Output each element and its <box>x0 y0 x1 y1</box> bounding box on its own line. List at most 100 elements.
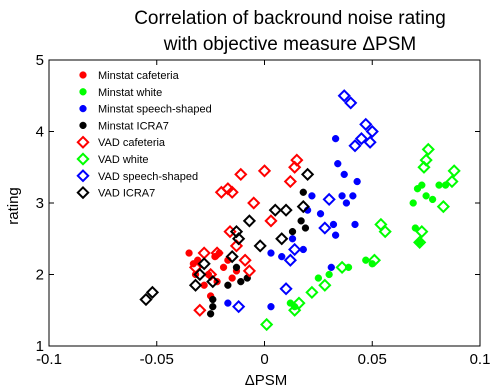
vad-cafeteria-point <box>193 303 207 317</box>
legend: Minstat cafeteria Minstat white Minstat sp… <box>76 70 212 200</box>
minstat-white-point <box>411 224 420 232</box>
minstat-cafeteria-point <box>228 274 236 282</box>
minstat-white-point <box>418 181 426 189</box>
vad-icra7-point <box>296 199 310 214</box>
vad-icra7-point <box>279 203 293 217</box>
minstat-speech-shaped-point <box>316 210 325 218</box>
vad-cafeteria-point <box>264 214 278 228</box>
vad-white-point <box>318 278 332 292</box>
vad-icra7-point <box>275 232 289 246</box>
minstat-speech-shaped-point <box>278 252 286 261</box>
legend-marker-minstat-cafeteria <box>79 71 87 79</box>
legend-label-minstat-icra7: Minstat ICRA7 <box>98 120 169 132</box>
vad-cafeteria-point <box>247 196 261 210</box>
vad-cafeteria-point <box>234 167 248 182</box>
minstat-speech-shaped-point <box>334 160 342 168</box>
vad-speech-shaped-point <box>318 221 332 235</box>
vad-white-point <box>367 253 382 267</box>
vad-white-point <box>292 296 306 310</box>
vad-white-point <box>419 153 433 167</box>
minstat-white-point <box>428 195 437 204</box>
legend-marker-minstat-speech-shaped <box>79 104 87 113</box>
vad-cafeteria-point <box>288 160 302 174</box>
minstat-icra7-point <box>206 310 215 318</box>
y-tick-label: 5 <box>36 52 44 69</box>
minstat-white-point <box>416 238 424 246</box>
x-tick-label: 0.1 <box>470 351 491 368</box>
legend-marker-vad-white <box>76 152 90 166</box>
vad-speech-shaped-point <box>354 132 369 146</box>
vad-icra7-point <box>193 267 207 282</box>
vad-speech-shaped-point <box>363 135 377 149</box>
vad-white-point <box>417 160 431 174</box>
vad-speech-shaped-point <box>283 253 297 267</box>
minstat-speech-shaped-point <box>267 303 275 311</box>
legend-label-minstat-cafeteria: Minstat cafeteria <box>98 70 180 82</box>
minstat-speech-shaped-point <box>308 192 316 200</box>
legend-label-minstat-white: Minstat white <box>98 87 162 99</box>
vad-speech-shaped-point <box>322 192 336 207</box>
vad-white-point <box>413 235 427 249</box>
minstat-white-point <box>325 270 333 279</box>
minstat-icra7-point <box>232 263 241 272</box>
chart-title-line1: Correlation of backround noise rating <box>134 8 446 29</box>
vad-speech-shaped-point <box>288 242 302 257</box>
y-tick-label: 4 <box>36 124 44 141</box>
minstat-speech-shaped-point <box>342 199 351 207</box>
vad-cafeteria-point <box>283 174 297 189</box>
minstat-icra7-point <box>224 281 232 289</box>
vad-cafeteria-point <box>238 253 252 267</box>
vad-speech-shaped-point <box>359 117 373 131</box>
vad-white-point <box>445 174 459 189</box>
minstat-white-point <box>314 274 323 282</box>
vad-speech-shaped-point <box>337 89 351 103</box>
data-points <box>139 89 461 332</box>
minstat-white-point <box>422 192 430 200</box>
minstat-icra7-point <box>297 217 305 225</box>
vad-white-point <box>447 164 461 178</box>
vad-speech-shaped-point <box>232 300 246 314</box>
x-tick-label: -0.05 <box>140 351 174 368</box>
vad-cafeteria-point <box>257 164 272 178</box>
legend-marker-vad-cafeteria <box>76 135 90 149</box>
minstat-icra7-point <box>209 303 217 311</box>
minstat-speech-shaped-point <box>353 177 361 186</box>
minstat-white-point <box>441 181 450 189</box>
vad-icra7-point <box>268 203 282 217</box>
x-tick-label: 0 <box>260 351 268 368</box>
chart-title-line2: with objective measure ΔPSM <box>163 34 416 55</box>
legend-marker-vad-icra7 <box>76 185 90 200</box>
minstat-speech-shaped-point <box>331 135 340 143</box>
y-axis-label: rating <box>5 187 22 225</box>
legend-label-vad-icra7: VAD ICRA7 <box>98 188 155 200</box>
minstat-white-point <box>435 181 443 189</box>
vad-white-point <box>260 317 274 332</box>
legend-marker-minstat-white <box>79 88 87 96</box>
vad-cafeteria-point <box>242 264 257 278</box>
legend-label-minstat-speech-shaped: Minstat speech-shaped <box>98 104 212 116</box>
minstat-speech-shaped-point <box>351 220 359 229</box>
x-tick-label: 0.05 <box>358 351 387 368</box>
y-tick-label: 1 <box>36 338 44 355</box>
minstat-cafeteria-point <box>219 263 228 272</box>
vad-icra7-point <box>139 292 153 307</box>
minstat-cafeteria-point <box>185 249 193 257</box>
x-tick-label: -0.1 <box>36 351 62 368</box>
vad-icra7-point <box>225 250 239 264</box>
vad-speech-shaped-point <box>365 124 379 139</box>
vad-icra7-point <box>253 239 267 253</box>
vad-icra7-point <box>242 214 257 228</box>
legend-marker-minstat-icra7 <box>79 121 87 130</box>
legend-marker-vad-speech-shaped <box>76 169 90 183</box>
legend-label-vad-speech-shaped: VAD speech-shaped <box>98 171 198 183</box>
vad-cafeteria-point <box>290 153 304 167</box>
vad-white-point <box>305 285 319 299</box>
vad-icra7-point <box>188 278 203 292</box>
plot-area <box>48 59 481 347</box>
vad-cafeteria-point <box>229 239 244 253</box>
vad-speech-shaped-point <box>279 282 293 296</box>
vad-cafeteria-point <box>225 185 239 199</box>
minstat-icra7-point <box>288 227 297 236</box>
minstat-icra7-point <box>209 295 217 304</box>
